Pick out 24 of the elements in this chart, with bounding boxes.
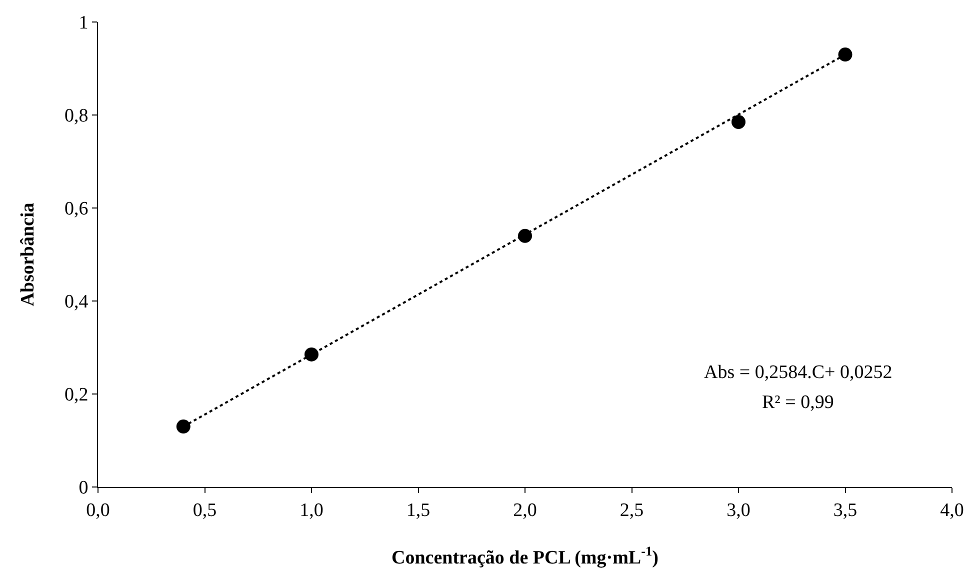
y-axis-title: Absorbância (17, 202, 38, 306)
point (304, 347, 318, 362)
x-tick-label: 2,5 (620, 500, 644, 521)
annotation: Abs = 0,2584.C+ 0,0252 (704, 362, 892, 383)
x-tick-label: 1,0 (300, 500, 324, 521)
x-tick-label: 2,0 (513, 500, 537, 521)
point (176, 420, 190, 434)
point (518, 228, 532, 243)
x-tick-label: 1,5 (406, 500, 430, 521)
y-tick-label: 0,8 (64, 106, 88, 127)
x-tick-label: 3,5 (833, 500, 858, 521)
y-tick-label: 0 (78, 478, 88, 499)
x-tick-label: 0,0 (86, 500, 110, 521)
x-tick-label: 4,0 (940, 500, 964, 521)
x-tick-label: 3,0 (726, 500, 750, 521)
y-tick-label: 0,2 (64, 384, 88, 406)
x-tick-label: 0,5 (192, 500, 217, 521)
y-tick-label: 1 (78, 12, 88, 34)
y-tick-label: 0,4 (64, 292, 89, 313)
point (732, 114, 746, 129)
annotation: R² = 0,99 (762, 392, 834, 413)
y-tick-label: 0,6 (64, 198, 88, 220)
x-axis-title: Concentração de PCL (mg·mL$^{-1}$) (391, 544, 659, 569)
point (838, 48, 852, 62)
